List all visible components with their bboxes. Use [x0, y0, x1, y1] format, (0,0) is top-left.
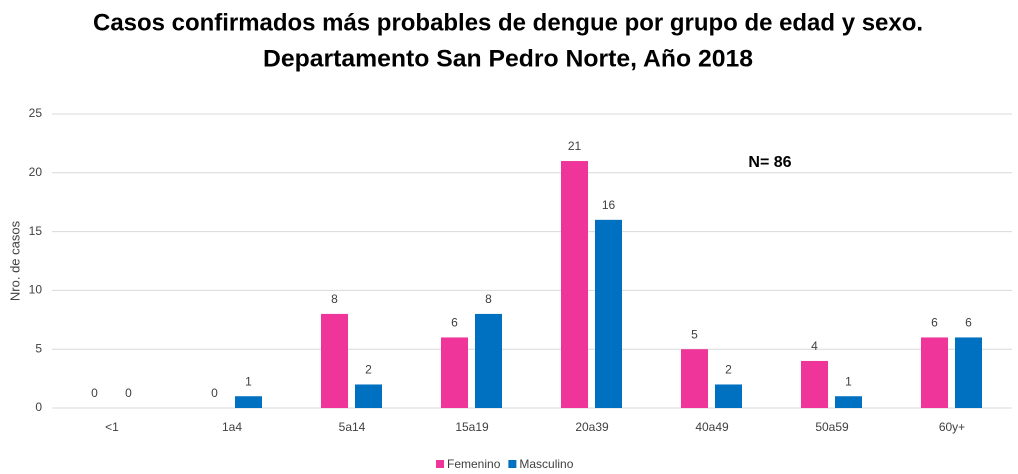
- bar: [595, 219, 622, 408]
- data-label: 2: [725, 363, 732, 377]
- bar: [321, 313, 348, 408]
- data-label: 1: [245, 374, 252, 388]
- x-tick-label: 15a19: [455, 420, 489, 434]
- bar: [835, 396, 862, 408]
- data-label: 5: [691, 327, 698, 341]
- y-tick-label: 15: [29, 224, 43, 238]
- y-tick-label: 20: [29, 165, 43, 179]
- data-label: 8: [331, 292, 338, 306]
- x-tick-label: 40a49: [695, 420, 729, 434]
- y-tick-label: 25: [29, 106, 43, 120]
- y-tick-label: 0: [35, 400, 42, 414]
- bar: [681, 349, 708, 408]
- data-label: 21: [568, 139, 582, 153]
- x-tick-label: 5a14: [339, 420, 366, 434]
- y-tick-label: 5: [35, 341, 42, 355]
- bar: [235, 396, 262, 408]
- bar: [955, 337, 982, 408]
- data-label: 1: [845, 374, 852, 388]
- y-tick-label: 10: [29, 283, 43, 297]
- bar: [921, 337, 948, 408]
- legend-swatch: [508, 460, 517, 468]
- legend-label: Masculino: [519, 457, 573, 471]
- bar: [475, 313, 502, 408]
- data-label: 2: [365, 363, 372, 377]
- bar: [801, 360, 828, 408]
- data-label: 0: [211, 386, 218, 400]
- data-label: 6: [931, 316, 938, 330]
- x-tick-label: 1a4: [222, 420, 242, 434]
- x-tick-label: 50a59: [815, 420, 849, 434]
- chart-subtitle: Departamento San Pedro Norte, Año 2018: [263, 45, 753, 72]
- chart-title: Casos confirmados más probables de dengu…: [93, 9, 923, 36]
- data-label: 16: [602, 198, 616, 212]
- data-label: 6: [451, 316, 458, 330]
- data-label: 0: [91, 386, 98, 400]
- bar: [561, 161, 588, 408]
- x-tick-label: 20a39: [575, 420, 609, 434]
- data-label: 0: [125, 386, 132, 400]
- data-label: 4: [811, 339, 818, 353]
- legend-swatch: [436, 460, 444, 468]
- x-tick-label: 60y+: [939, 420, 965, 434]
- bar: [355, 384, 382, 408]
- bar: [715, 384, 742, 408]
- data-label: 6: [965, 316, 972, 330]
- x-tick-label: <1: [105, 420, 119, 434]
- data-label: 8: [485, 292, 492, 306]
- legend-label: Femenino: [447, 457, 501, 471]
- y-axis-label: Nro. de casos: [7, 220, 22, 301]
- annotation: N= 86: [748, 154, 791, 171]
- bar: [441, 337, 468, 408]
